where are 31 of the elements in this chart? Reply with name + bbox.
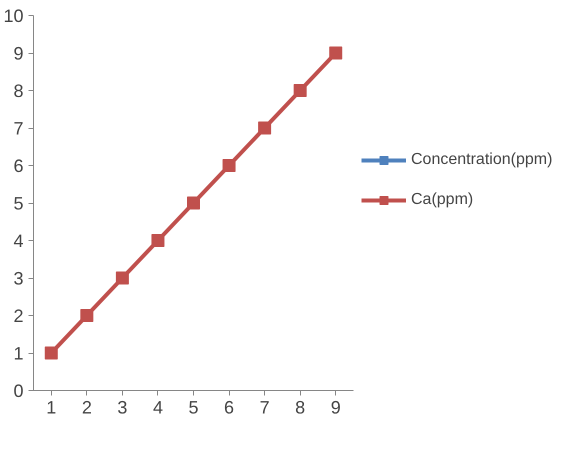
x-tick-label: 2 xyxy=(82,398,92,418)
y-tick-label: 5 xyxy=(13,194,24,214)
y-tick-label: 4 xyxy=(13,231,24,251)
y-tick-label: 7 xyxy=(13,118,24,138)
x-tick-label: 1 xyxy=(46,398,56,418)
point xyxy=(222,159,236,172)
y-tick-label: 10 xyxy=(3,6,24,26)
x-tick-label: 8 xyxy=(295,398,306,418)
y-tick-label: 2 xyxy=(13,306,24,326)
y-tick-label: 8 xyxy=(13,81,24,101)
y-tick-label: 3 xyxy=(13,268,24,288)
x-tick-label: 9 xyxy=(330,398,341,418)
point xyxy=(116,272,129,284)
y-tick-label: 9 xyxy=(13,44,24,64)
x-tick-label: 5 xyxy=(188,398,199,418)
y-tick-label: 1 xyxy=(13,344,24,364)
legend-label: Ca(ppm) xyxy=(411,191,474,209)
y-tick-label: 6 xyxy=(13,156,24,176)
point xyxy=(187,196,200,210)
point xyxy=(329,46,342,60)
x-tick-label: 7 xyxy=(260,398,270,418)
point xyxy=(294,84,307,97)
x-tick-label: 3 xyxy=(117,398,128,418)
point xyxy=(258,122,272,134)
point xyxy=(80,309,94,322)
y-tick-label: 0 xyxy=(13,381,24,401)
point xyxy=(44,346,58,360)
point xyxy=(151,234,164,247)
legend-label: Concentration(ppm) xyxy=(411,151,552,169)
x-tick-label: 6 xyxy=(224,398,234,418)
x-tick-label: 4 xyxy=(152,398,163,418)
